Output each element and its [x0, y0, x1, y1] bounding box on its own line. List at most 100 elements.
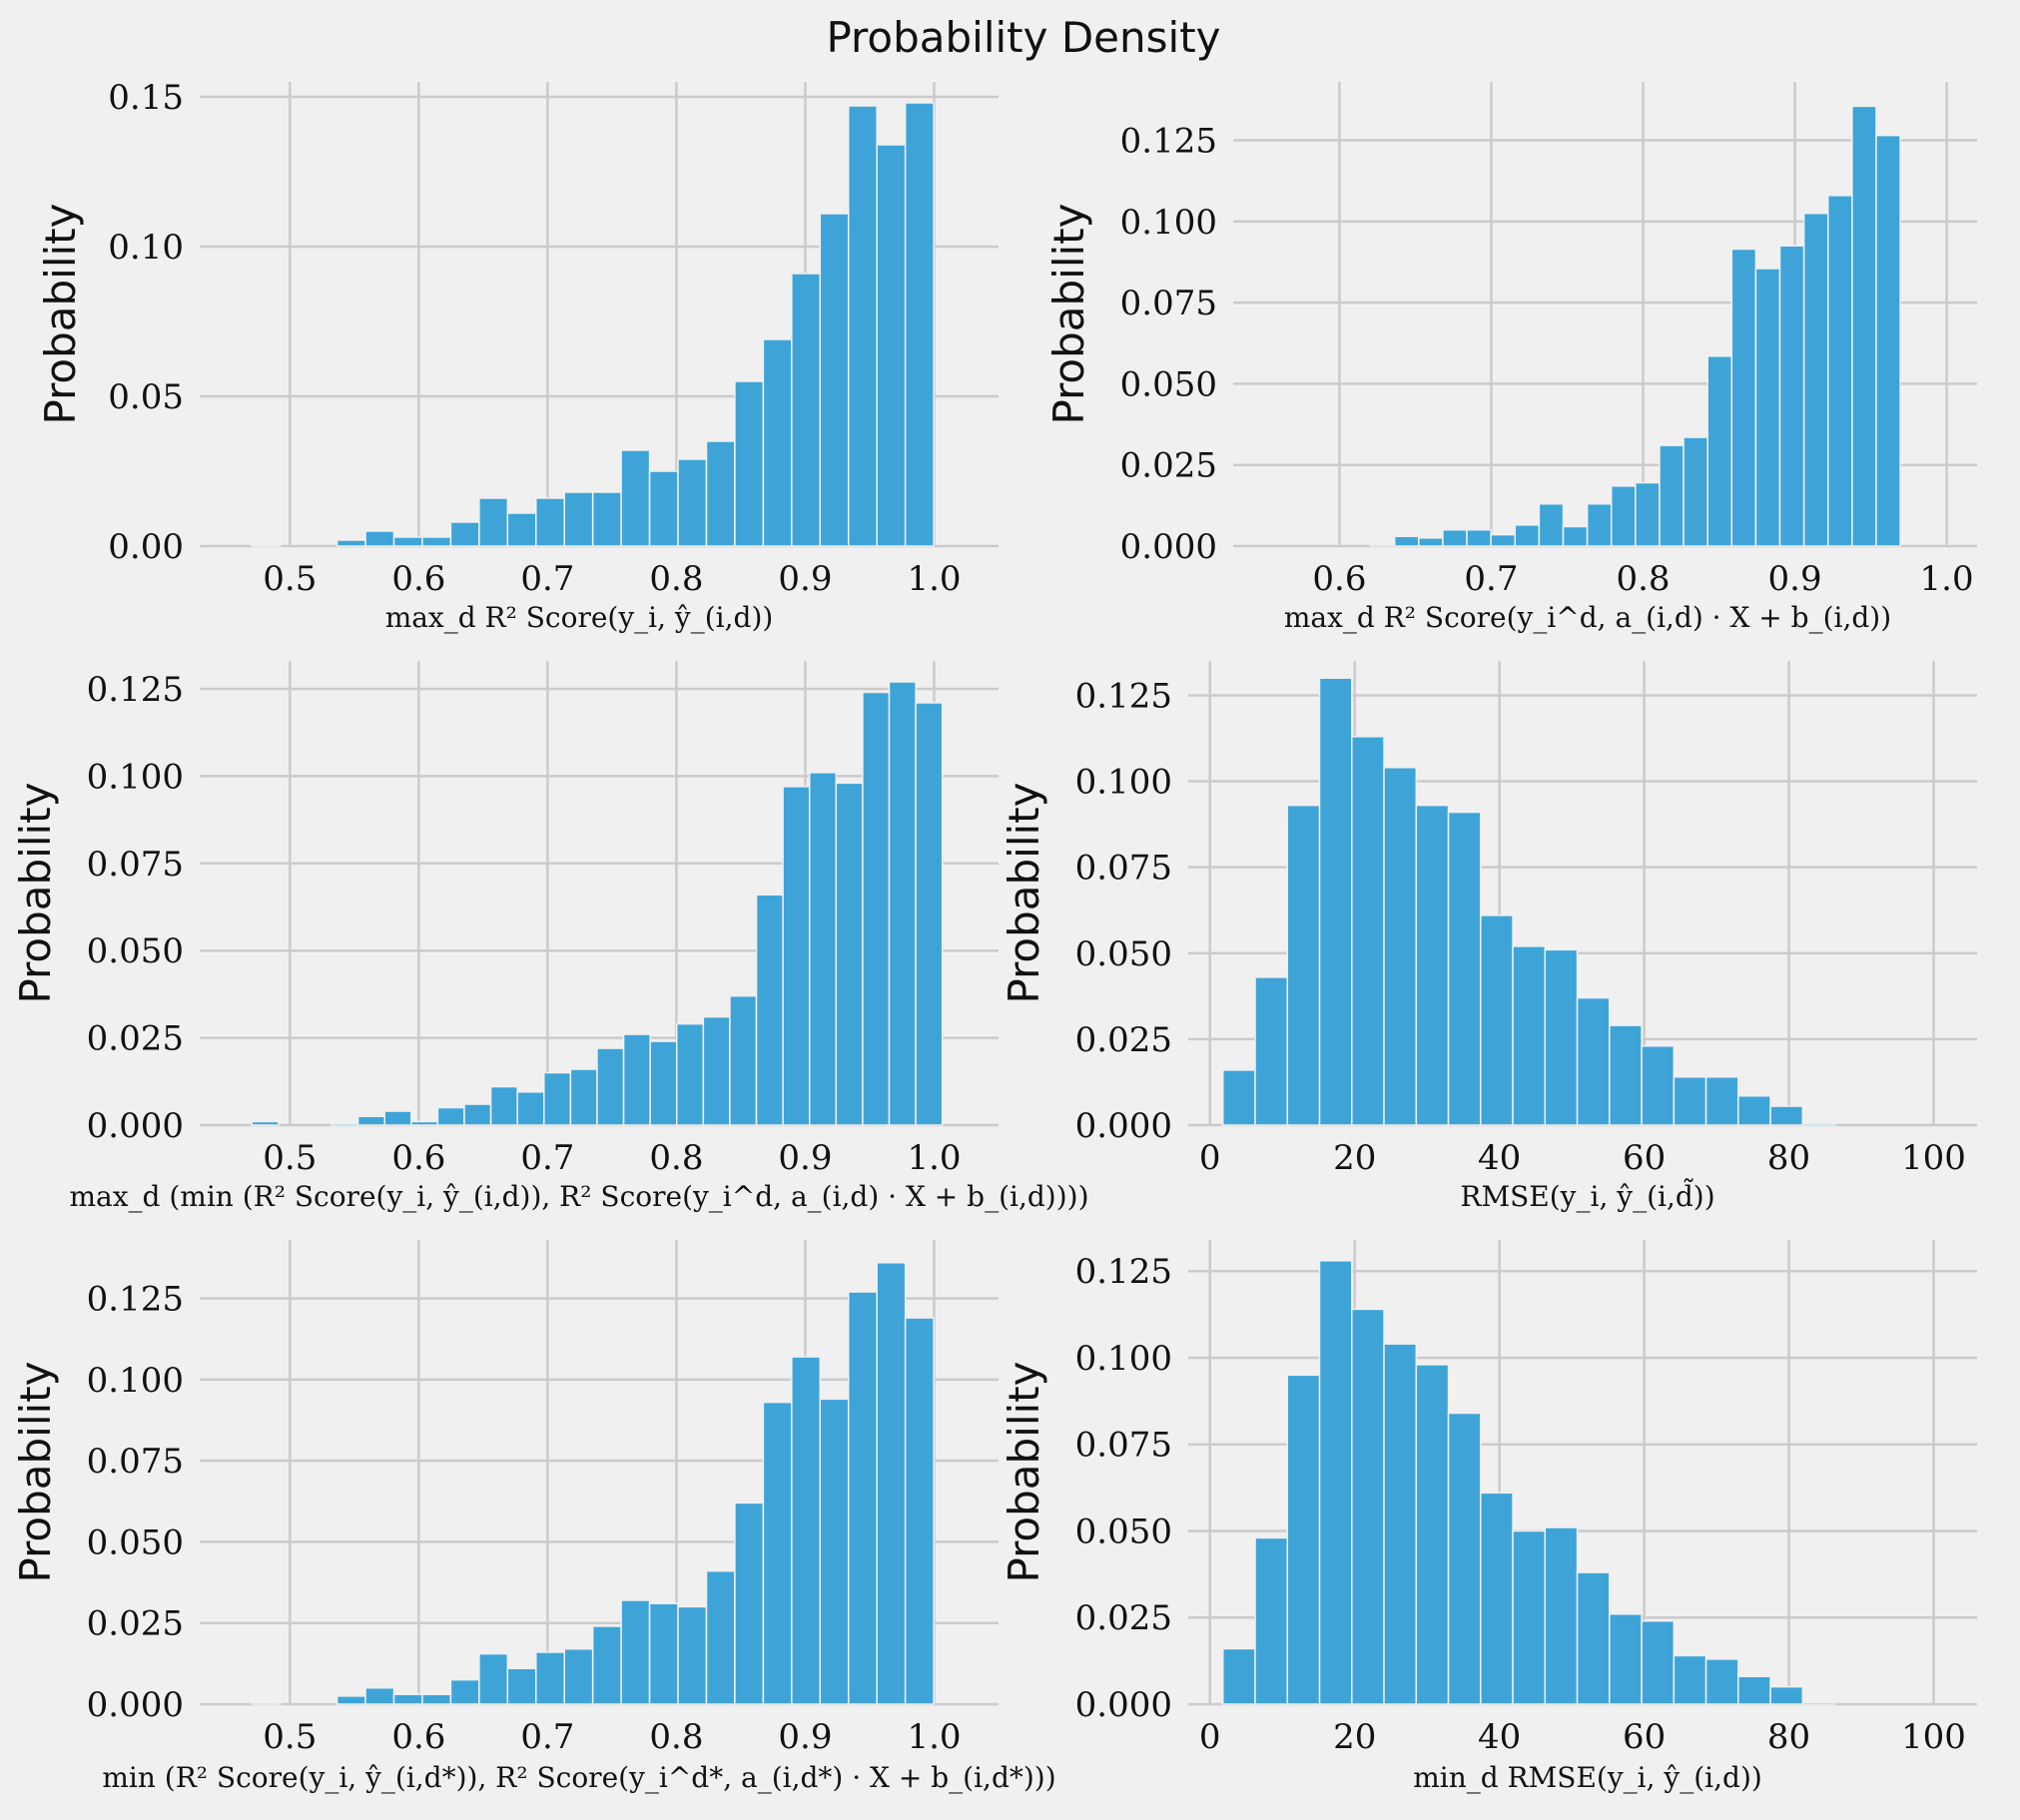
- histogram-bar: [734, 380, 765, 547]
- histogram-bar: [620, 449, 651, 547]
- histogram-bar: [791, 1356, 822, 1705]
- histogram-bar: [835, 782, 864, 1126]
- histogram-bar: [1641, 1045, 1676, 1126]
- histogram-bar: [506, 1667, 537, 1705]
- histogram-bar: [1318, 1260, 1353, 1705]
- histogram-bar: [478, 1652, 509, 1705]
- histogram-bar: [251, 543, 282, 547]
- x-tick-label: 0.8: [649, 559, 703, 599]
- y-tick-label: 0.075: [87, 845, 184, 885]
- histogram-bar: [1635, 481, 1661, 547]
- histogram-bar: [489, 1085, 518, 1126]
- x-tick-label: 20: [1333, 1717, 1376, 1757]
- x-tick-label: 0.7: [520, 1717, 574, 1757]
- histogram-bar: [356, 1115, 385, 1126]
- x-tick-label: 0.6: [1312, 559, 1366, 599]
- y-tick-label: 0.000: [87, 1685, 184, 1725]
- x-axis-label: min_d RMSE(y_i, ŷ_(i,d)): [1413, 1761, 1762, 1794]
- histogram-bar: [1673, 1076, 1707, 1126]
- histogram-bar: [364, 530, 395, 547]
- histogram-bar: [702, 1015, 731, 1126]
- histogram-bar: [478, 497, 509, 547]
- histogram-bar: [1369, 543, 1396, 547]
- histogram-bar: [1544, 948, 1579, 1126]
- histogram-bar: [1393, 535, 1420, 547]
- histogram-bar: [1704, 1076, 1739, 1126]
- histogram-bar: [1415, 1364, 1450, 1705]
- histogram-bar: [622, 1033, 651, 1126]
- x-axis-label: min (R² Score(y_i, ŷ_(i,d*)), R² Score(y…: [102, 1761, 1055, 1794]
- histogram-bar: [1641, 1619, 1676, 1705]
- histogram-bar: [591, 1625, 622, 1705]
- histogram-bar: [862, 691, 891, 1126]
- histogram-bar: [649, 1040, 678, 1126]
- x-tick-label: 60: [1623, 1717, 1666, 1757]
- y-axis-label: Probability: [1000, 782, 1048, 1003]
- y-axis-label: Probability: [1000, 1361, 1048, 1582]
- histogram-bar: [1801, 1701, 1836, 1705]
- y-tick-label: 0.050: [87, 1522, 184, 1562]
- chart-panel-4: 0 20 40 60 80 100 0.000 0.025 0.050 0.075 0.100 0.1…: [1000, 661, 1977, 1213]
- x-tick-label: 0.9: [1768, 559, 1822, 599]
- histogram-bar: [436, 1106, 465, 1126]
- histogram-bar: [1466, 528, 1492, 547]
- x-tick-label: 0.5: [263, 559, 317, 599]
- histogram-bar: [888, 681, 917, 1126]
- histogram-bar: [705, 440, 736, 547]
- y-axis-label: Probability: [11, 782, 60, 1003]
- x-tick-label: 0.7: [520, 559, 574, 599]
- y-tick-label: 0.100: [87, 757, 184, 797]
- histogram-bar: [331, 1122, 359, 1126]
- histogram-bar: [1442, 528, 1468, 547]
- x-tick-label: 0: [1199, 1138, 1221, 1178]
- histogram-bar: [1609, 1613, 1643, 1705]
- histogram-bar: [676, 1022, 705, 1126]
- histogram-bar: [819, 1398, 850, 1705]
- histogram-bar: [591, 491, 622, 547]
- histogram-bar: [1586, 502, 1613, 547]
- histogram-bar: [915, 702, 944, 1126]
- histogram-bar: [1351, 1308, 1385, 1705]
- x-tick-label: 0.5: [263, 1717, 317, 1757]
- histogram-bar: [1704, 1658, 1739, 1705]
- x-tick-label: 0.6: [391, 1138, 445, 1178]
- histogram-bar: [1222, 1647, 1256, 1705]
- y-tick-label: 0.025: [1075, 1020, 1172, 1060]
- histogram-bar: [904, 1317, 935, 1705]
- y-tick-label: 0.15: [108, 78, 184, 118]
- histogram-bar: [563, 1647, 594, 1705]
- x-axis-label: max_d R² Score(y_i, ŷ_(i,d)): [385, 601, 774, 634]
- y-tick-label: 0.050: [1075, 1512, 1172, 1551]
- histogram-bar: [1769, 1685, 1804, 1705]
- histogram-bar: [251, 1120, 280, 1126]
- x-tick-label: 100: [1901, 1717, 1966, 1757]
- histogram-bar: [1418, 537, 1444, 547]
- histogram-bar: [1480, 914, 1514, 1126]
- y-tick-label: 0.100: [1120, 203, 1217, 243]
- y-tick-label: 0.100: [1075, 763, 1172, 803]
- histogram-bar: [904, 102, 935, 547]
- y-tick-label: 0.125: [1120, 122, 1217, 162]
- histogram-bar: [734, 1502, 765, 1705]
- x-axis-label: RMSE(y_i, ŷ_(i,d̃)): [1460, 1178, 1714, 1213]
- histogram-bar: [677, 1605, 708, 1705]
- x-tick-label: 80: [1767, 1138, 1810, 1178]
- histogram-bar: [620, 1599, 651, 1705]
- histogram-bar: [1673, 1654, 1707, 1705]
- chart-panel-5: 0.5 0.6 0.7 0.8 0.9 1.0 0.000 0.025 0.050 0.075 0.…: [11, 1240, 1056, 1794]
- histogram-bar: [1286, 1374, 1321, 1705]
- x-tick-label: 0.6: [391, 1717, 445, 1757]
- x-axis-label: max_d (min (R² Score(y_i, ŷ_(i,d)), R² S…: [69, 1180, 1088, 1213]
- y-tick-label: 0.00: [108, 527, 184, 567]
- histogram-bar: [1737, 1094, 1771, 1126]
- histogram-bar: [1576, 996, 1611, 1126]
- histogram-bar: [1318, 677, 1353, 1126]
- histogram-bar: [1447, 1412, 1482, 1705]
- histogram-bar: [1706, 355, 1733, 547]
- y-tick-label: 0.050: [1120, 364, 1217, 404]
- x-tick-label: 0.7: [1464, 559, 1518, 599]
- histogram-bar: [1801, 1122, 1836, 1126]
- histogram-bar: [705, 1569, 736, 1705]
- histogram-bar: [421, 1693, 452, 1705]
- y-tick-label: 0.125: [1075, 1252, 1172, 1292]
